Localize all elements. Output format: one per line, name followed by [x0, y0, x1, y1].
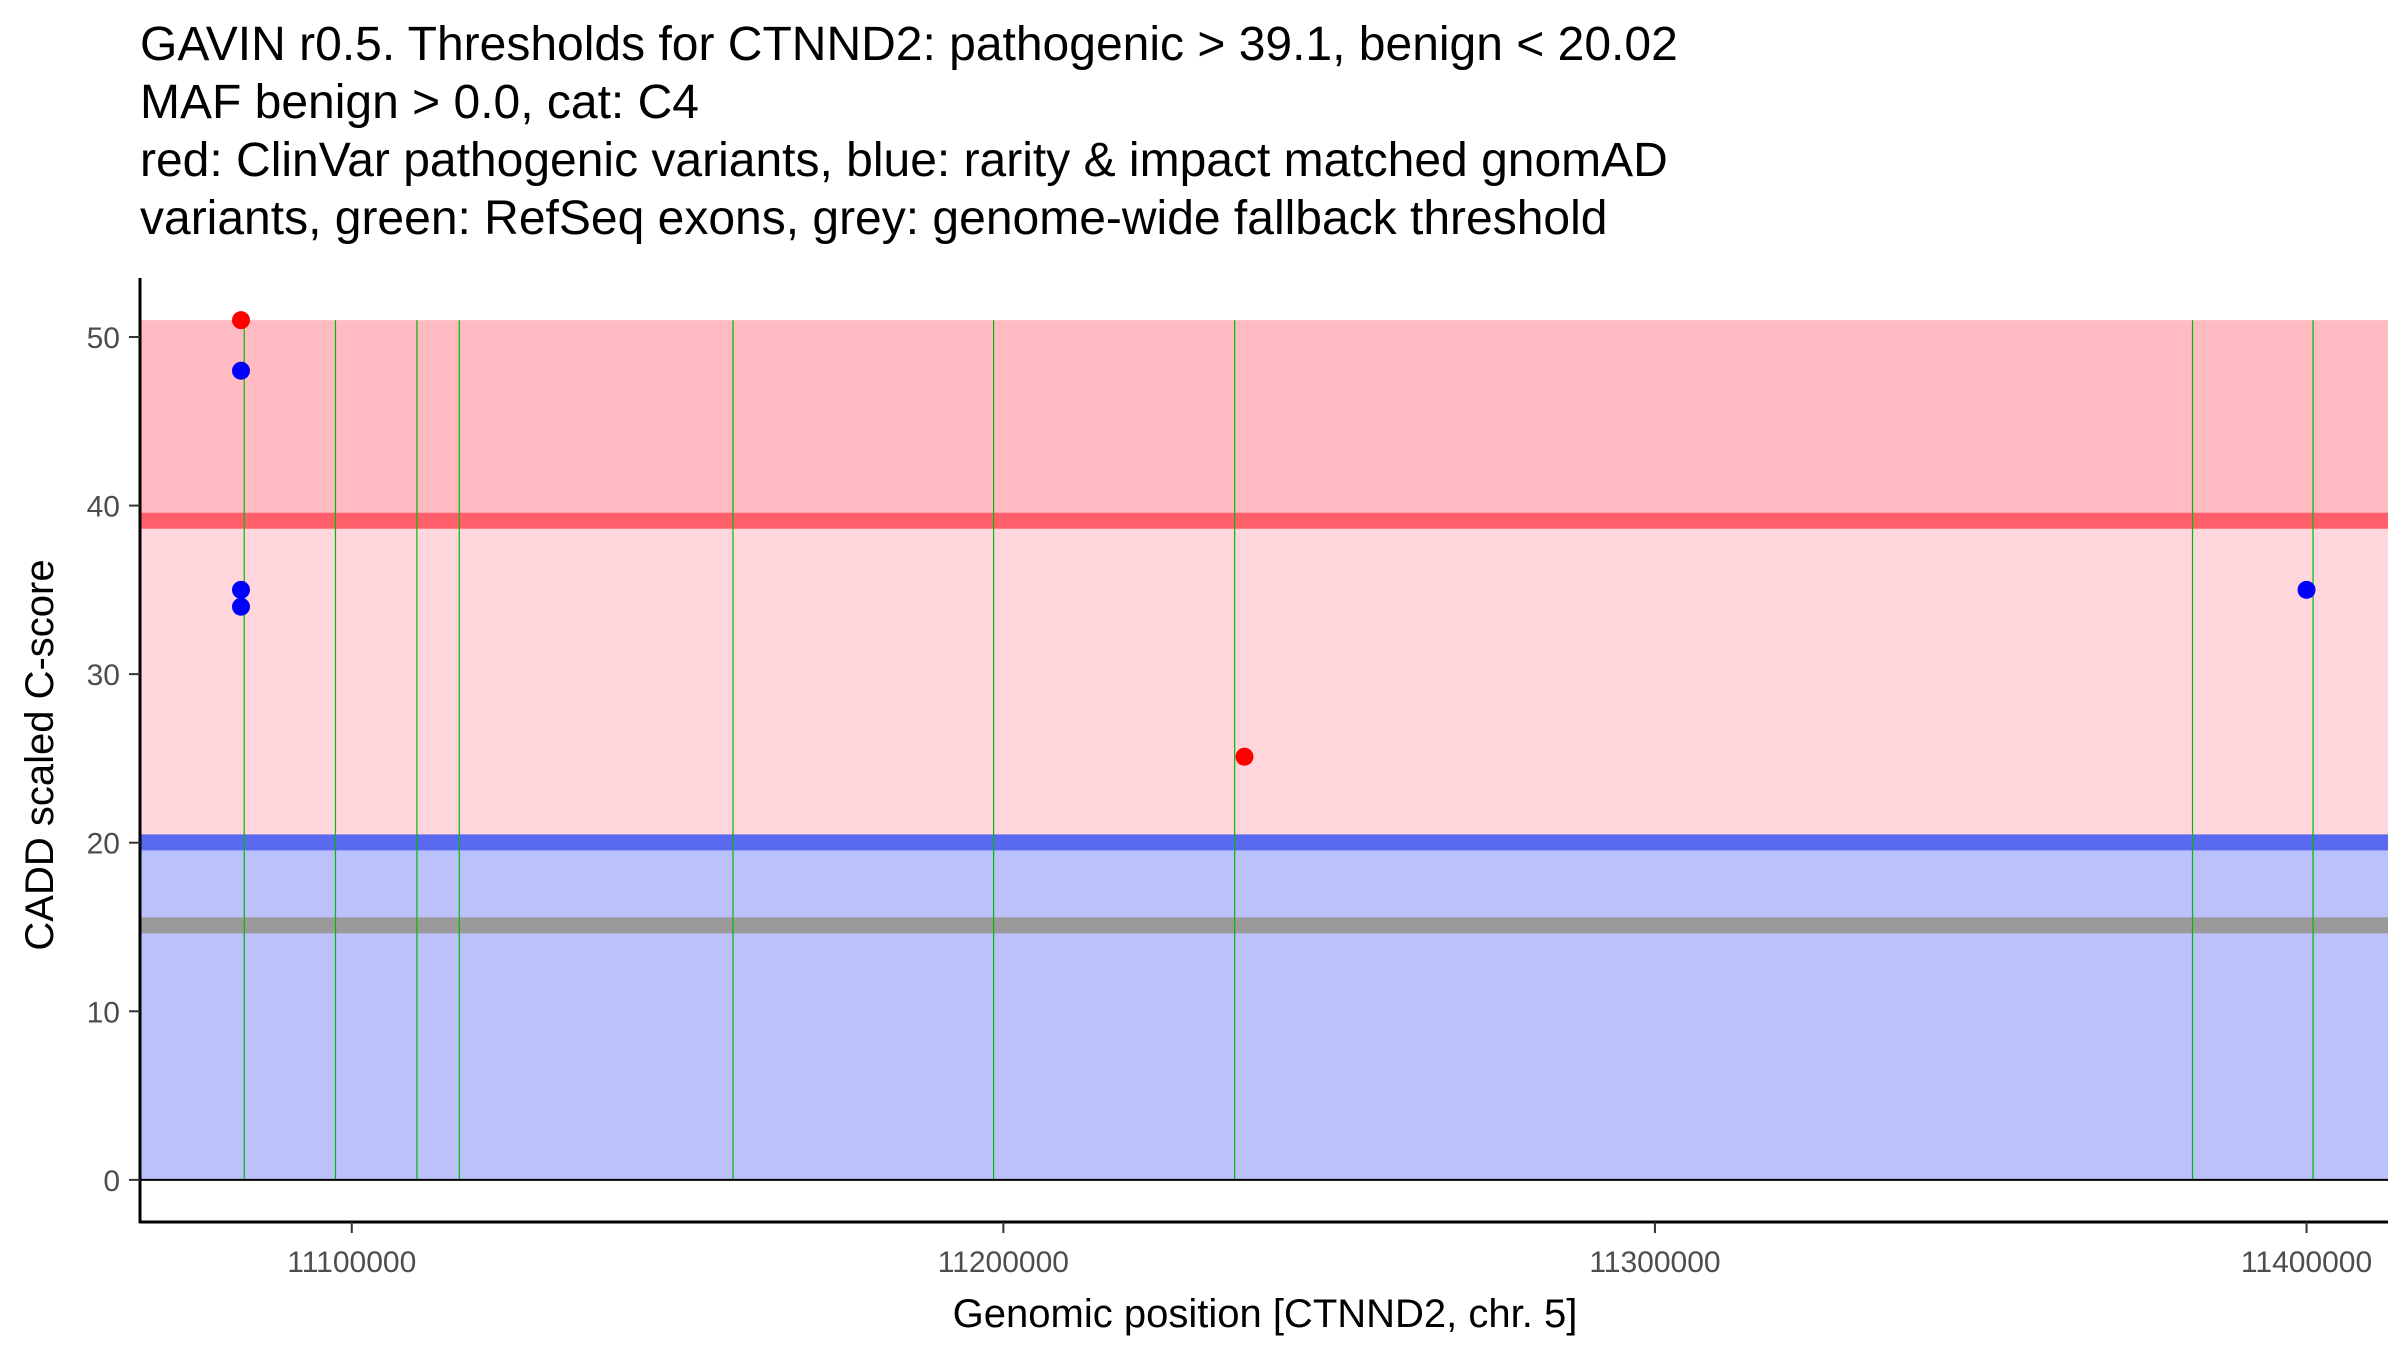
y-axis-title: CADD scaled C-score — [18, 559, 62, 950]
axes — [138, 278, 2388, 1224]
gnomad-point-2 — [231, 597, 250, 616]
pathogenic-threshold-line — [140, 512, 2388, 529]
y-tick-label-0: 0 — [103, 1165, 120, 1198]
clinvar-point-0 — [231, 311, 250, 330]
x-axis-ticks: 11100000 11200000 11300000 11400000 — [287, 1222, 2372, 1279]
y-tick-label-4: 40 — [87, 491, 120, 524]
x-tick-label-1: 11200000 — [938, 1246, 1069, 1279]
benign-threshold-line — [140, 834, 2388, 851]
x-tick-label-2: 11300000 — [1589, 1246, 1720, 1279]
x-tick-label-3: 11400000 — [2241, 1246, 2372, 1279]
title-line-4: variants, green: RefSeq exons, grey: gen… — [140, 192, 1608, 245]
clinvar-point-1 — [1235, 747, 1254, 766]
variant-points — [231, 311, 2316, 766]
chart-title: GAVIN r0.5. Thresholds for CTNND2: patho… — [140, 16, 1678, 248]
gnomad-point-1 — [231, 580, 250, 599]
threshold-bands — [140, 320, 2388, 1180]
title-line-2: MAF benign > 0.0, cat: C4 — [140, 76, 699, 129]
x-axis-title: Genomic position [CTNND2, chr. 5] — [953, 1292, 1578, 1336]
y-tick-label-5: 50 — [87, 322, 120, 355]
x-tick-label-0: 11100000 — [287, 1246, 416, 1279]
title-line-1: GAVIN r0.5. Thresholds for CTNND2: patho… — [140, 18, 1678, 71]
gnomad-point-0 — [231, 361, 250, 380]
y-tick-label-2: 20 — [87, 828, 120, 861]
benign-zone-band — [140, 842, 2388, 1180]
y-tick-label-3: 30 — [87, 659, 120, 692]
y-tick-label-1: 10 — [87, 996, 120, 1029]
threshold-lines — [140, 512, 2388, 934]
vus-zone-band — [140, 520, 2388, 843]
title-line-3: red: ClinVar pathogenic variants, blue: … — [140, 134, 1668, 187]
fallback-threshold-line — [140, 917, 2388, 934]
gnomad-point-3 — [2297, 580, 2316, 599]
y-axis-ticks: 0 10 20 30 40 50 — [87, 322, 140, 1198]
exon-lines — [243, 320, 2314, 1180]
pathogenic-zone-band — [140, 320, 2388, 521]
